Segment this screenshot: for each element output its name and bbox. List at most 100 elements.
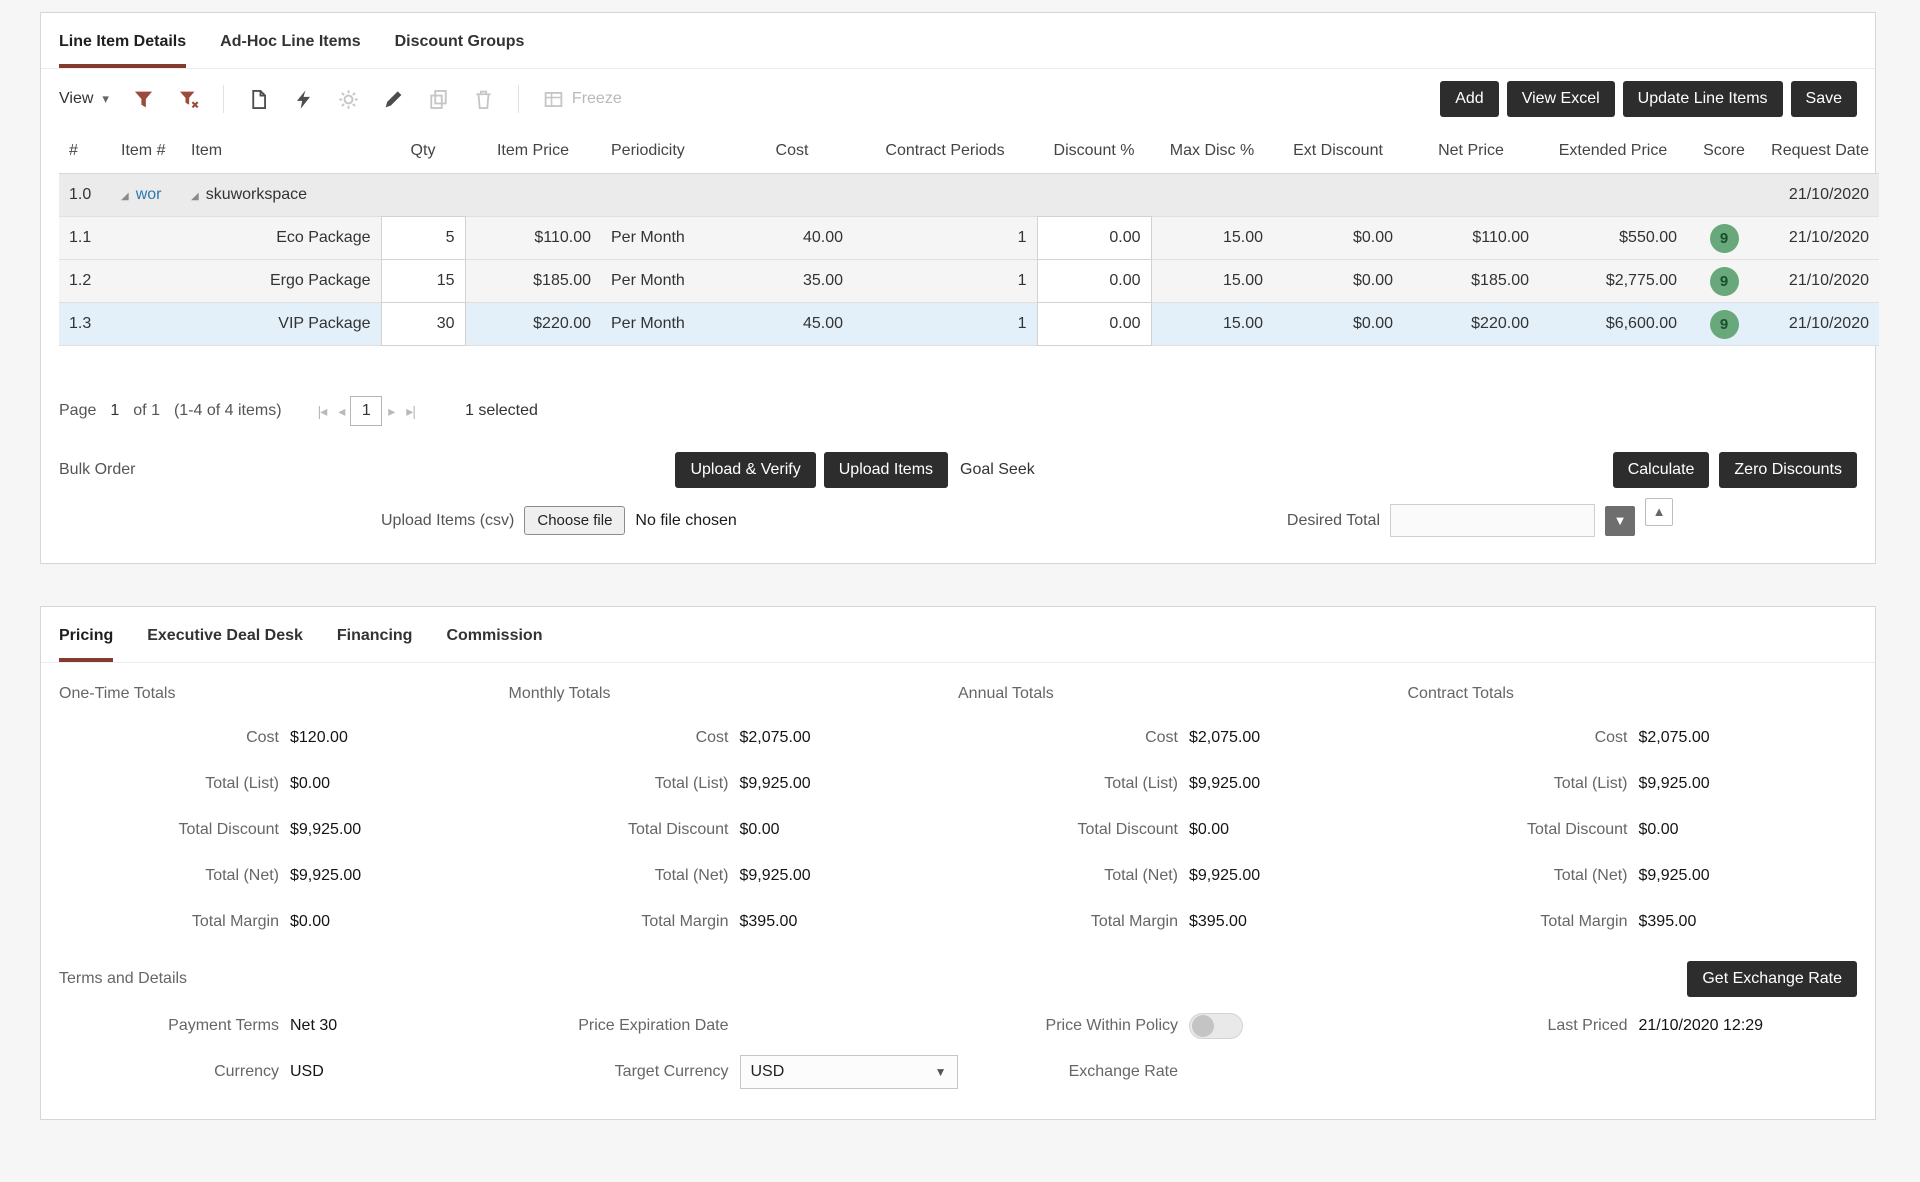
total-label: Total (Net) — [205, 867, 279, 884]
cell-contract-periods: 1 — [1017, 315, 1027, 332]
expand-triangle-icon[interactable]: ◢ — [191, 191, 199, 202]
save-button[interactable]: Save — [1790, 81, 1857, 117]
view-excel-button[interactable]: View Excel — [1506, 81, 1615, 117]
settings-gear-icon[interactable] — [338, 89, 359, 110]
page-of-label: of 1 — [133, 402, 160, 419]
currency-value: USD — [290, 1063, 324, 1080]
cell-score: 9 — [1687, 260, 1761, 303]
score-badge[interactable]: 9 — [1709, 266, 1739, 296]
total-label: Total Discount — [628, 821, 729, 838]
total-value: $0.00 — [290, 775, 331, 792]
filter-clear-icon[interactable] — [178, 89, 199, 110]
view-dropdown[interactable]: View ▾ — [59, 90, 109, 108]
total-row: Total Margin $395.00 — [1408, 899, 1858, 945]
page-value: 1 — [110, 402, 120, 419]
price-within-policy-label: Price Within Policy — [1045, 1017, 1178, 1034]
target-currency-select[interactable]: USD ▼ — [739, 1055, 958, 1089]
calculate-button[interactable]: Calculate — [1612, 452, 1710, 488]
cell-score: 9 — [1687, 303, 1761, 346]
tab-pricing[interactable]: Pricing — [59, 627, 114, 662]
last-page-icon[interactable]: ▸| — [406, 402, 416, 419]
cell-periodicity: Per Month — [611, 229, 685, 246]
tab-commission[interactable]: Commission — [446, 627, 543, 644]
total-row: Cost $2,075.00 — [509, 715, 959, 761]
total-value: $395.00 — [1189, 913, 1247, 930]
duplicate-doc-icon[interactable] — [248, 89, 269, 110]
cell-request-date: 21/10/2020 — [1788, 272, 1869, 289]
total-value: $2,075.00 — [1638, 729, 1710, 746]
table-row[interactable]: 1.1 Eco Package 5 $110.00 Per Month 40.0… — [59, 216, 1879, 260]
goal-seek-label: Goal Seek — [960, 461, 1035, 478]
exchange-rate-label: Exchange Rate — [1068, 1063, 1178, 1080]
total-label: Total (Net) — [654, 867, 729, 884]
tab-executive-deal-desk[interactable]: Executive Deal Desk — [147, 627, 303, 644]
filter-add-icon[interactable] — [133, 89, 154, 110]
qty-input-cell[interactable]: 5 — [380, 216, 466, 260]
expand-triangle-icon[interactable]: ◢ — [121, 191, 129, 202]
qty-input-cell[interactable]: 15 — [380, 259, 466, 303]
col-header-net-price: Net Price — [1403, 129, 1539, 174]
tab-financing[interactable]: Financing — [336, 627, 413, 644]
upload-verify-button[interactable]: Upload & Verify — [675, 452, 816, 488]
col-header-qty: Qty — [381, 129, 465, 174]
price-within-policy-toggle[interactable] — [1189, 1013, 1243, 1039]
toolbar-separator — [222, 85, 224, 113]
pagination-controls: |◂ ◂ 1 ▸ ▸| — [312, 396, 421, 426]
current-page-input[interactable]: 1 — [350, 396, 383, 426]
total-row: Cost $2,075.00 — [1408, 715, 1858, 761]
terms-title: Terms and Details — [59, 970, 188, 987]
tab-discount-groups[interactable]: Discount Groups — [394, 33, 525, 50]
freeze-button[interactable]: Freeze — [543, 89, 622, 110]
col-header-num: # — [59, 129, 111, 174]
tab-ad-hoc-line-items[interactable]: Ad-Hoc Line Items — [220, 33, 361, 50]
tab-line-item-details[interactable]: Line Item Details — [59, 33, 187, 68]
bulk-actions: Upload & Verify Upload Items Goal Seek — [675, 452, 1035, 488]
workspace-link[interactable]: wor — [135, 186, 162, 203]
first-page-icon[interactable]: |◂ — [317, 402, 328, 419]
total-value: $9,925.00 — [739, 867, 811, 884]
score-badge[interactable]: 9 — [1709, 223, 1739, 253]
edit-pencil-icon[interactable] — [383, 89, 404, 110]
next-page-icon[interactable]: ▸ — [388, 402, 395, 419]
spinner-up-button[interactable]: ▲ — [1645, 497, 1673, 526]
table-row-group[interactable]: 1.0 ◢ wor ◢ skuworkspace 21/10/2020 — [59, 173, 1879, 217]
line-items-toolbar: View ▾ — [41, 69, 1875, 129]
copy-icon[interactable] — [428, 89, 449, 110]
col-header-cost: Cost — [731, 129, 853, 174]
total-row: Total (List) $9,925.00 — [958, 761, 1408, 807]
total-row: Total (Net) $9,925.00 — [958, 853, 1408, 899]
chevron-down-icon: ▼ — [1613, 513, 1627, 528]
discount-input-cell[interactable]: 0.00 — [1036, 216, 1152, 260]
spinner-down-button[interactable]: ▼ — [1605, 505, 1635, 536]
zero-discounts-button[interactable]: Zero Discounts — [1719, 452, 1857, 488]
annual-totals-column: Annual Totals Cost $2,075.00 Total (List)… — [958, 685, 1408, 945]
prev-page-icon[interactable]: ◂ — [338, 402, 345, 419]
total-label: Total (List) — [654, 775, 729, 792]
currency-row: Currency USD — [59, 1049, 509, 1095]
upload-items-button[interactable]: Upload Items — [823, 452, 949, 488]
total-row: Cost $120.00 — [59, 715, 509, 761]
line-items-table: # Item # Item Qty Item Price Periodicity… — [59, 129, 1879, 346]
total-value: $2,075.00 — [1189, 729, 1261, 746]
score-badge[interactable]: 9 — [1709, 309, 1739, 339]
table-row-selected[interactable]: 1.3 VIP Package 30 $220.00 Per Month 45.… — [59, 302, 1879, 346]
update-line-items-button[interactable]: Update Line Items — [1622, 81, 1783, 117]
discount-input-cell[interactable]: 0.00 — [1036, 302, 1152, 346]
table-row[interactable]: 1.2 Ergo Package 15 $185.00 Per Month 35… — [59, 259, 1879, 303]
total-value: $120.00 — [290, 729, 348, 746]
get-exchange-rate-button[interactable]: Get Exchange Rate — [1687, 961, 1857, 997]
cell-cost: 40.00 — [802, 229, 843, 246]
cell-item-num — [111, 260, 181, 303]
upload-csv-row: Upload Items (csv) Choose file No file c… — [41, 497, 1875, 563]
delete-trash-icon[interactable] — [473, 89, 494, 110]
desired-total-input[interactable] — [1390, 504, 1595, 537]
discount-input-cell[interactable]: 0.00 — [1036, 259, 1152, 303]
col-header-request-date: Request Date — [1761, 129, 1879, 174]
choose-file-button[interactable]: Choose file — [524, 506, 626, 535]
cell-item-price: $185.00 — [533, 272, 591, 289]
qty-input-cell[interactable]: 30 — [380, 302, 466, 346]
section-title: Annual Totals — [958, 685, 1054, 702]
actions-lightning-icon[interactable] — [293, 89, 314, 110]
add-button[interactable]: Add — [1440, 81, 1499, 117]
col-header-discount-pct: Discount % — [1037, 129, 1151, 174]
